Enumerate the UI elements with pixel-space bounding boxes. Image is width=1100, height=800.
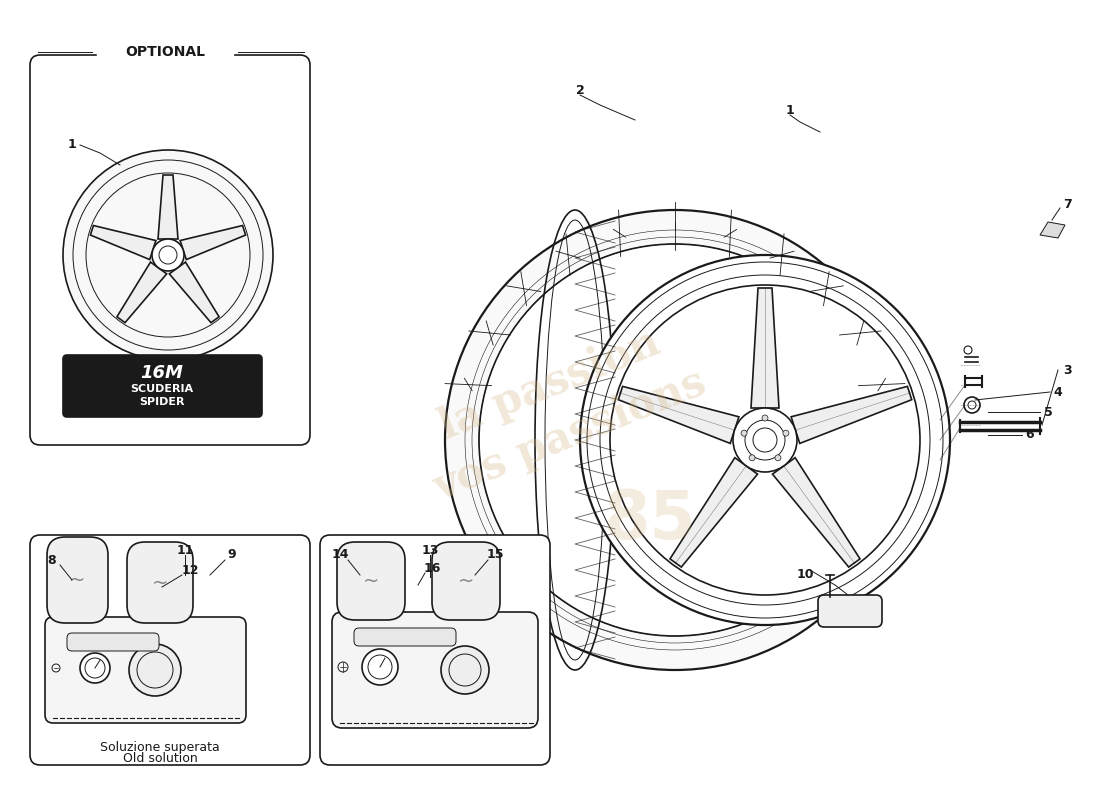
Polygon shape [1040, 222, 1065, 238]
FancyBboxPatch shape [818, 595, 882, 627]
Polygon shape [791, 386, 912, 443]
Circle shape [129, 644, 182, 696]
Text: 10: 10 [796, 569, 814, 582]
Text: Old solution: Old solution [122, 751, 197, 765]
Circle shape [362, 649, 398, 685]
Polygon shape [169, 262, 219, 322]
Polygon shape [751, 288, 779, 408]
Polygon shape [158, 175, 178, 239]
Text: 12: 12 [182, 563, 199, 577]
Text: 3: 3 [1064, 363, 1072, 377]
Text: ~: ~ [152, 574, 168, 593]
FancyBboxPatch shape [63, 355, 262, 417]
Text: 4: 4 [1054, 386, 1063, 398]
Text: Soluzione superata: Soluzione superata [100, 741, 220, 754]
Text: la passion
vos passions: la passion vos passions [407, 310, 713, 510]
Circle shape [733, 408, 798, 472]
Circle shape [446, 210, 905, 670]
Circle shape [774, 454, 781, 461]
Circle shape [478, 244, 871, 636]
Circle shape [80, 653, 110, 683]
Polygon shape [670, 458, 758, 567]
Circle shape [741, 430, 747, 436]
Text: SPIDER: SPIDER [140, 397, 185, 407]
Circle shape [783, 430, 789, 436]
FancyBboxPatch shape [45, 617, 246, 723]
Polygon shape [180, 226, 245, 259]
Polygon shape [117, 262, 167, 322]
Text: 13: 13 [421, 543, 439, 557]
Text: 7: 7 [1064, 198, 1072, 211]
Text: ~: ~ [69, 570, 85, 590]
FancyBboxPatch shape [337, 542, 405, 620]
Text: 16: 16 [424, 562, 441, 575]
Text: 9: 9 [228, 549, 236, 562]
Text: 85: 85 [604, 487, 696, 553]
Text: ~: ~ [458, 571, 474, 590]
Circle shape [441, 646, 490, 694]
Polygon shape [772, 458, 860, 567]
Text: SCUDERIA: SCUDERIA [131, 384, 194, 394]
FancyBboxPatch shape [126, 542, 192, 623]
Text: OPTIONAL: OPTIONAL [125, 45, 205, 59]
FancyBboxPatch shape [332, 612, 538, 728]
Circle shape [152, 239, 184, 271]
Text: 2: 2 [575, 83, 584, 97]
Polygon shape [90, 226, 156, 259]
FancyBboxPatch shape [47, 537, 108, 623]
Circle shape [749, 454, 755, 461]
Text: ~: ~ [363, 571, 379, 590]
Text: 8: 8 [47, 554, 56, 566]
Text: 1: 1 [67, 138, 76, 151]
Circle shape [580, 255, 950, 625]
FancyBboxPatch shape [354, 628, 456, 646]
Circle shape [762, 415, 768, 421]
Polygon shape [618, 386, 739, 443]
Circle shape [63, 150, 273, 360]
Text: 15: 15 [486, 549, 504, 562]
Text: 16M: 16M [141, 364, 184, 382]
FancyBboxPatch shape [30, 535, 310, 765]
Text: 11: 11 [176, 543, 194, 557]
FancyBboxPatch shape [30, 55, 310, 445]
FancyBboxPatch shape [320, 535, 550, 765]
Text: 5: 5 [1044, 406, 1053, 418]
Text: 6: 6 [1025, 429, 1034, 442]
Text: 14: 14 [331, 549, 349, 562]
FancyBboxPatch shape [67, 633, 160, 651]
FancyBboxPatch shape [432, 542, 500, 620]
Text: 1: 1 [785, 103, 794, 117]
